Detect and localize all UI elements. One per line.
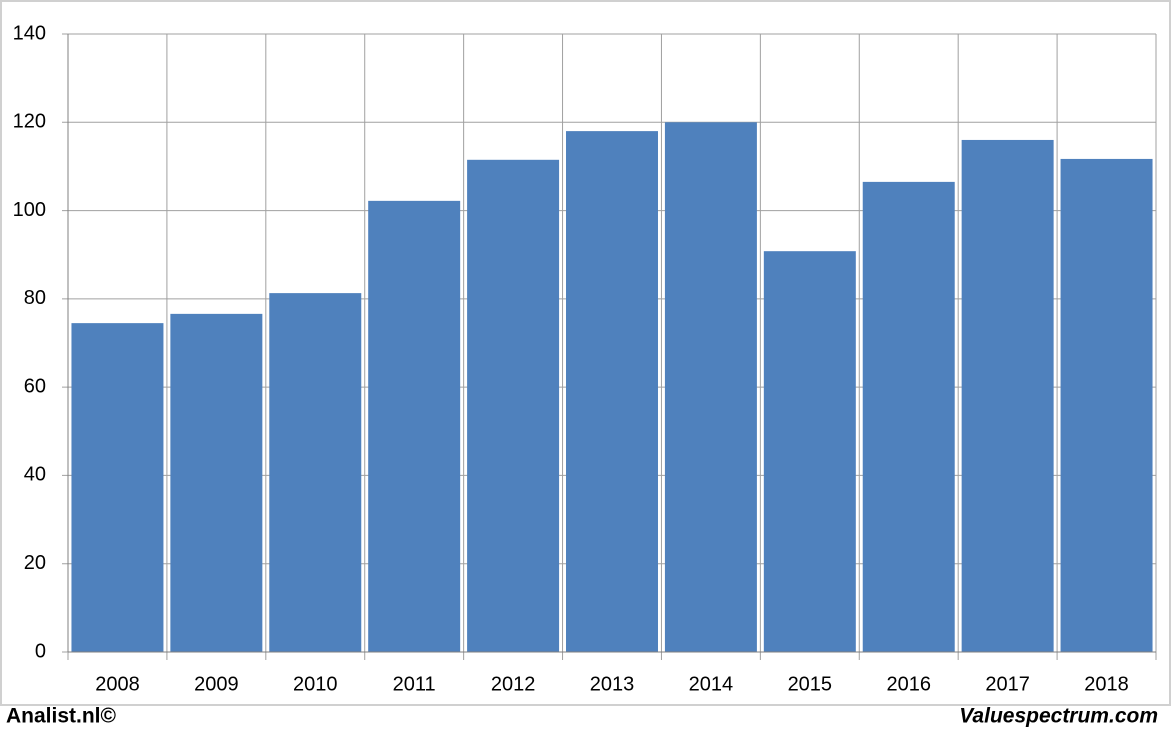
bar bbox=[862, 181, 955, 652]
bar bbox=[368, 200, 461, 653]
y-tick-label: 40 bbox=[24, 464, 46, 486]
x-tick-label: 2016 bbox=[886, 673, 931, 695]
bar bbox=[71, 323, 164, 652]
x-tick-label: 2015 bbox=[788, 673, 833, 695]
bar bbox=[1060, 158, 1153, 652]
bar bbox=[763, 251, 856, 652]
bar bbox=[961, 139, 1054, 652]
footer-right: Valuespectrum.com bbox=[959, 705, 1158, 728]
x-tick-label: 2010 bbox=[293, 673, 338, 695]
y-tick-label: 20 bbox=[24, 552, 46, 574]
y-tick-label: 120 bbox=[13, 111, 46, 133]
bar bbox=[269, 293, 362, 652]
x-tick-label: 2009 bbox=[194, 673, 239, 695]
x-tick-label: 2017 bbox=[985, 673, 1030, 695]
y-tick-label: 60 bbox=[24, 375, 46, 397]
x-tick-label: 2012 bbox=[491, 673, 536, 695]
bar bbox=[467, 159, 560, 653]
x-tick-label: 2013 bbox=[590, 673, 635, 695]
y-tick-label: 140 bbox=[13, 22, 46, 44]
bar bbox=[566, 131, 658, 653]
bar bbox=[170, 313, 263, 652]
x-tick-label: 2018 bbox=[1084, 673, 1129, 695]
y-tick-label: 100 bbox=[13, 199, 46, 221]
bar bbox=[664, 122, 757, 653]
footer-left: Analist.nl© bbox=[6, 705, 117, 728]
y-tick-label: 0 bbox=[35, 640, 46, 662]
x-tick-label: 2008 bbox=[95, 673, 140, 695]
x-tick-label: 2014 bbox=[689, 673, 734, 695]
y-tick-label: 80 bbox=[24, 287, 46, 309]
x-tick-label: 2011 bbox=[393, 673, 436, 695]
